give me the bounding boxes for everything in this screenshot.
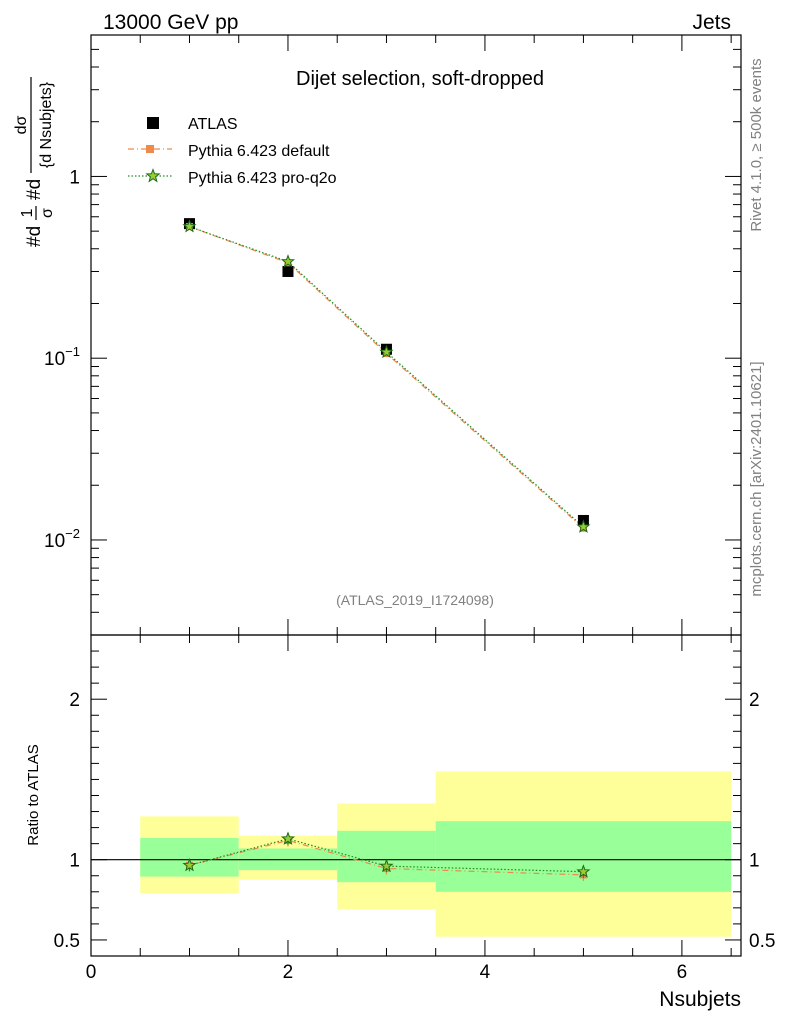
legend-proq2o-label: Pythia 6.423 pro-q2o [188,170,337,187]
legend: ATLAS Pythia 6.423 default Pythia 6.423 … [128,116,337,187]
legend-proq2o-marker [145,168,161,183]
header-jets: Jets [692,11,731,34]
main-line-proq2o [189,226,584,528]
atlas-point [282,265,294,277]
legend-default-label: Pythia 6.423 default [188,143,330,160]
main-y-tick-label: 10−1 [44,344,80,370]
ylabel-frac2-den: {d Nsubjets} [38,81,55,168]
main-line-default [189,226,584,529]
main-plot: 110−110−2 Dijet selection, soft-dropped … [44,34,742,636]
ratio-proq2o-point [280,831,296,845]
legend-atlas-label: ATLAS [188,116,238,133]
ratio-series-lines [189,838,584,876]
ratio-y-tick-label-right: 2 [749,690,760,711]
proq2o-point [182,219,197,233]
ratio-y-tick-label-right: 1 [749,851,760,872]
ratio-y-tick-label-left: 1 [69,851,80,872]
ratio-y-tick-label-left: 2 [69,690,80,711]
ratio-proq2o-point [379,858,394,873]
ylabel-mid: #d [24,179,45,200]
mcplots-label: mcplots.cern.ch [arXiv:2401.10621] [748,361,765,596]
x-tick-label: 2 [283,962,294,983]
rivet-label: Rivet 4.1.0, ≥ 500k events [748,58,765,231]
ratio-band-green [435,821,732,892]
ylabel-prefix: #d [24,226,45,247]
legend-default-marker [146,145,154,153]
x-tick-label: 6 [677,962,688,983]
ratio-y-tick-label-right: 0.5 [749,931,775,952]
proq2o-point [280,254,296,268]
main-y-tick-label: 1 [69,167,80,188]
ratio-proq2o-point [576,864,591,878]
ratio-plot: 0.5 0.5 1 1 2 2 0 2 4 6 Ratio to ATLAS Nsubjets [25,634,776,1011]
main-markers [182,218,591,533]
x-tick-label: 4 [480,962,491,983]
ylabel-frac1-num: 1 [19,208,36,217]
x-tick-label: 0 [86,962,97,983]
main-y-tick-label: 10−2 [44,526,80,552]
proq2o-point [576,519,591,533]
ratio-line-default [189,839,584,876]
ratio-y-tick-labels: 0.5 0.5 1 1 2 2 [54,690,776,952]
x-tick-labels: 0 2 4 6 [86,962,687,983]
legend-atlas-marker [147,117,159,129]
main-series-lines [189,226,584,529]
ratio-markers [182,831,591,881]
ylabel-frac1-den: σ [39,208,56,218]
analysis-id: (ATLAS_2019_I1724098) [336,592,494,608]
main-ylabel: #d 1 σ #d dσ {d Nsubjets} [13,77,56,247]
plot-title: Dijet selection, soft-dropped [296,68,544,90]
x-axis-label: Nsubjets [659,988,741,1011]
ratio-ticks [90,634,741,957]
main-y-tick-labels: 1 10−1 10−2 [44,167,80,552]
proq2o-point [379,344,394,359]
ratio-y-tick-label-left: 0.5 [54,931,80,952]
ylabel-frac2-num: dσ [13,115,30,134]
ratio-proq2o-point [182,857,197,872]
ratio-bands [140,771,732,937]
header-energy: 13000 GeV pp [103,11,238,34]
ratio-ylabel: Ratio to ATLAS [25,744,42,845]
